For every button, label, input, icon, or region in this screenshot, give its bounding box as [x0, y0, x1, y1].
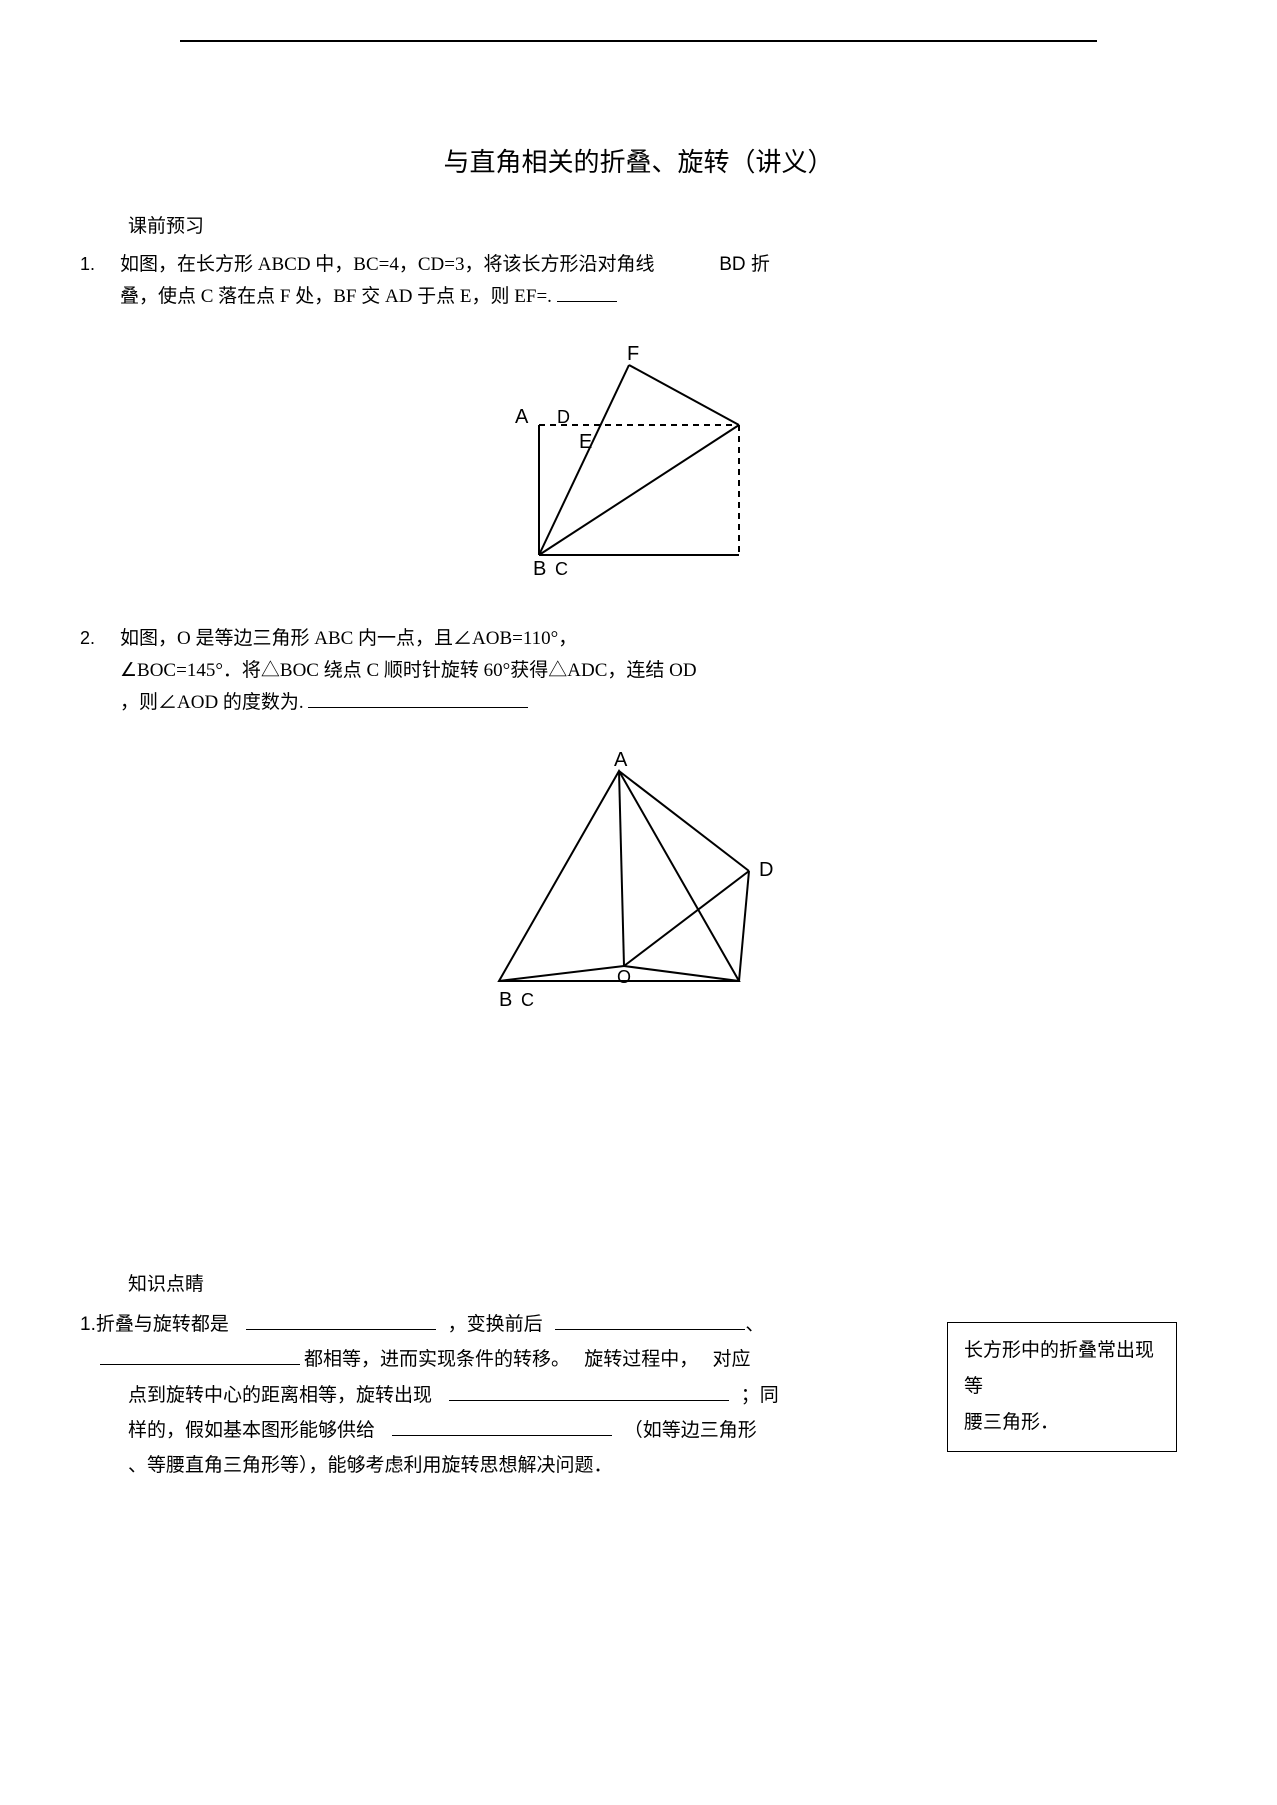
kn-l2a: 都相等，进而实现条件的转移。 — [304, 1349, 570, 1370]
problem-1: 1. 如图，在长方形 ABCD 中，BC=4，CD=3，将该长方形沿对角线 BD… — [80, 250, 1197, 315]
fig1-label-E: E — [579, 431, 592, 453]
p1-line1a: 如图，在长方形 ABCD 中，BC=4，CD=3，将该长方形沿对角线 — [120, 254, 654, 275]
kn-num: 1. — [80, 1314, 96, 1335]
p1-line1b: BD 折 — [719, 250, 770, 280]
p2-blank — [308, 689, 528, 708]
kn-l1c: 、 — [745, 1314, 764, 1335]
kn-blank-2 — [555, 1311, 745, 1330]
kn-l2b: 旋转过程中， — [584, 1349, 698, 1370]
fig1-label-F: F — [627, 345, 639, 365]
p1-line2: 叠，使点 C 落在点 F 处，BF 交 AD 于点 E，则 EF=. — [120, 286, 552, 307]
problem-1-body: 如图，在长方形 ABCD 中，BC=4，CD=3，将该长方形沿对角线 BD 折 … — [120, 250, 1197, 315]
sidebox-line1: 长方形中的折叠常出现等 — [964, 1333, 1160, 1405]
kn-l4a: 样的，假如基本图形能够供给 — [128, 1420, 375, 1441]
preclass-heading: 课前预习 — [128, 212, 1197, 242]
fig1-label-D2: D — [557, 407, 570, 427]
problem-1-number: 1. — [80, 250, 120, 279]
kn-l2c: 对应 — [713, 1349, 751, 1370]
kn-blank-3 — [100, 1346, 300, 1365]
p2-line3: ，则∠AOD 的度数为. — [120, 692, 304, 713]
kn-l1a: 折叠与旋转都是 — [96, 1314, 229, 1335]
fig1-label-AD: A — [515, 406, 529, 428]
fig2-label-C: C — [521, 990, 534, 1010]
fig2-label-O: O — [617, 967, 631, 987]
knowledge-body: 1.折叠与旋转都是 ，变换前后 、 都相等，进而实现条件的转移。 旋转过程中， … — [80, 1310, 780, 1482]
doc-title: 与直角相关的折叠、旋转（讲义） — [80, 142, 1197, 184]
sidebox-line2: 腰三角形． — [964, 1405, 1160, 1441]
fig2-label-D: D — [759, 859, 773, 881]
fig2-label-B: B — [499, 989, 512, 1011]
fig2-label-A: A — [614, 751, 628, 771]
kn-blank-4 — [449, 1382, 729, 1401]
kn-l3a: 点到旋转中心的距离相等，旋转出现 — [128, 1385, 432, 1406]
fig1-label-C: C — [555, 559, 568, 575]
figure-2: A D O B C — [80, 751, 1197, 1030]
p1-blank — [557, 283, 617, 302]
kn-blank-1 — [246, 1311, 436, 1330]
knowledge-block: 知识点睛 1.折叠与旋转都是 ，变换前后 、 都相等，进而实现条件的转移。 旋转… — [80, 1270, 1197, 1482]
problem-2-body: 如图，O 是等边三角形 ABC 内一点，且∠AOB=110°， ∠BOC=145… — [120, 624, 1197, 721]
problem-2-number: 2. — [80, 624, 120, 653]
kn-blank-5 — [392, 1417, 612, 1436]
fig1-label-B: B — [533, 558, 546, 575]
kn-l4b: （如等边三角形 — [624, 1420, 757, 1441]
top-rule — [180, 40, 1097, 42]
figure-1: F A D E B C — [80, 345, 1197, 584]
knowledge-heading: 知识点睛 — [128, 1270, 1197, 1300]
kn-l5: 、等腰直角三角形等），能够考虑利用旋转思想解决问题． — [128, 1451, 780, 1481]
kn-l1b: ，变换前后 — [448, 1314, 543, 1335]
p2-line2: ∠BOC=145°．将△BOC 绕点 C 顺时针旋转 60°获得△ADC，连结 … — [120, 656, 1197, 686]
p2-line1: 如图，O 是等边三角形 ABC 内一点，且∠AOB=110°， — [120, 624, 1197, 654]
side-note-box: 长方形中的折叠常出现等 腰三角形． — [947, 1322, 1177, 1452]
problem-2: 2. 如图，O 是等边三角形 ABC 内一点，且∠AOB=110°， ∠BOC=… — [80, 624, 1197, 721]
kn-l3b: ；同 — [741, 1385, 779, 1406]
